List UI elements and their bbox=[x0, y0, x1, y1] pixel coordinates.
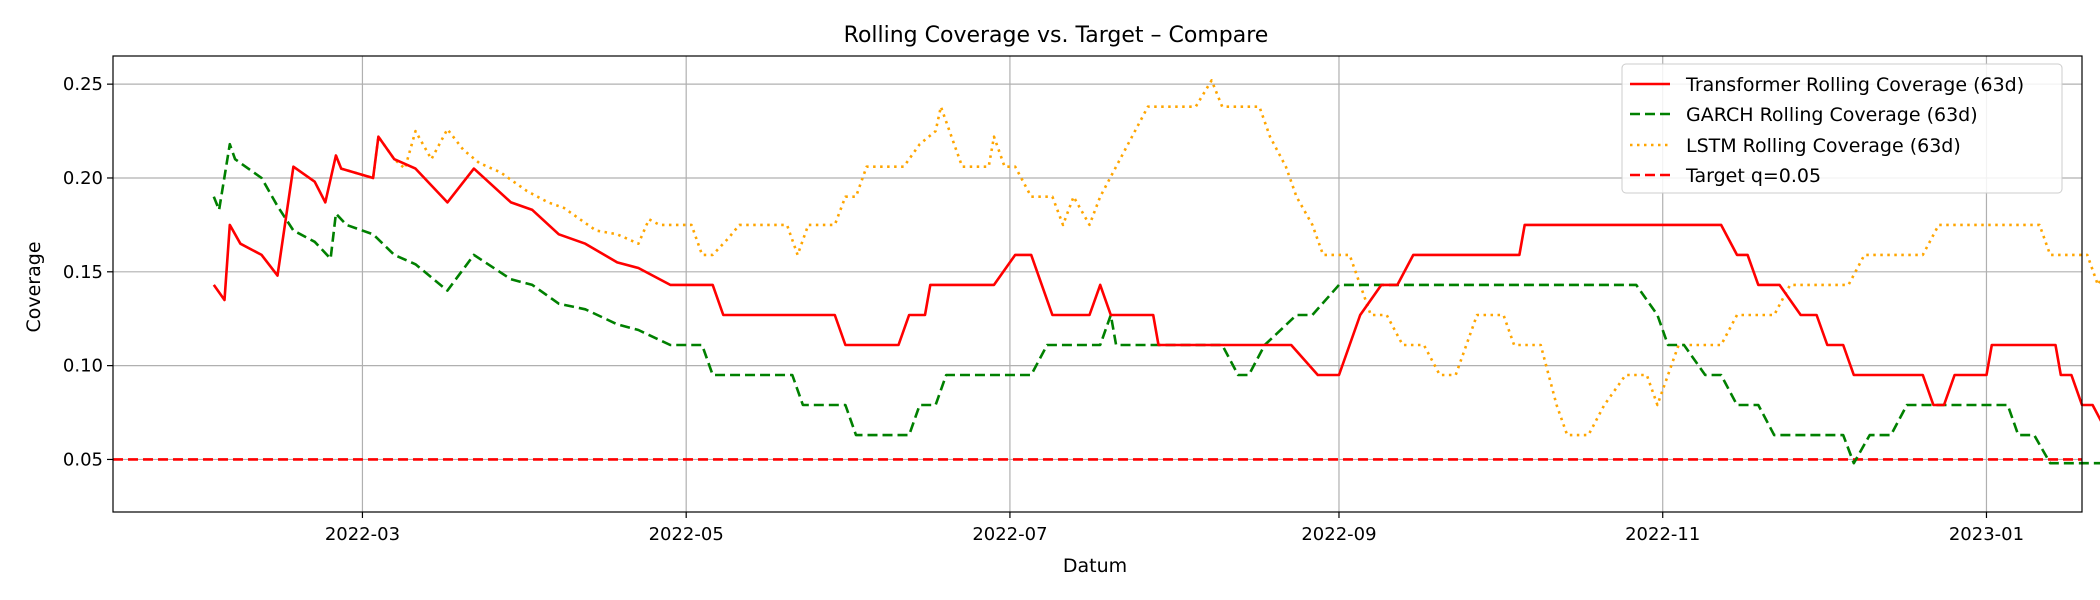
legend-label-garch: GARCH Rolling Coverage (63d) bbox=[1686, 104, 1978, 126]
x-axis-ticks: 2022-03 2022-05 2022-07 2022-09 2022-11 2023-… bbox=[325, 512, 2024, 545]
series-line-transformer bbox=[212, 135, 2100, 422]
series-layer bbox=[212, 79, 2100, 465]
plot-frame bbox=[112, 55, 2083, 513]
legend-entry-lstm: LSTM Rolling Coverage (63d) bbox=[1630, 135, 1961, 157]
legend: Transformer Rolling Coverage (63d) GARCH… bbox=[1621, 63, 2063, 194]
legend-entry-garch: GARCH Rolling Coverage (63d) bbox=[1630, 104, 1978, 126]
chart-title: Rolling Coverage vs. Target – Compare bbox=[844, 23, 1269, 48]
legend-entry-transformer: Transformer Rolling Coverage (63d) bbox=[1630, 74, 2024, 96]
y-tick-label: 0.25 bbox=[63, 74, 103, 95]
legend-label-target: Target q=0.05 bbox=[1685, 165, 1821, 187]
x-tick-label: 2022-09 bbox=[1301, 524, 1376, 545]
y-tick-label: 0.20 bbox=[63, 168, 103, 189]
x-tick-label: 2023-01 bbox=[1949, 524, 2024, 545]
y-tick-label: 0.10 bbox=[63, 356, 103, 377]
x-axis-label: Datum bbox=[1063, 555, 1127, 577]
y-axis-label: Coverage bbox=[23, 241, 45, 332]
legend-label-transformer: Transformer Rolling Coverage (63d) bbox=[1685, 74, 2024, 96]
y-tick-label: 0.15 bbox=[63, 262, 103, 283]
legend-label-lstm: LSTM Rolling Coverage (63d) bbox=[1686, 135, 1961, 157]
x-tick-label: 2022-05 bbox=[649, 524, 724, 545]
x-tick-label: 2022-11 bbox=[1625, 524, 1700, 545]
x-tick-label: 2022-03 bbox=[325, 524, 400, 545]
legend-box bbox=[1621, 63, 2063, 194]
y-tick-label: 0.05 bbox=[63, 449, 103, 470]
y-axis-ticks: 0.05 0.10 0.15 0.20 0.25 bbox=[63, 74, 113, 470]
series-line-lstm bbox=[334, 79, 2100, 437]
legend-entry-target: Target q=0.05 bbox=[1630, 165, 1821, 187]
x-tick-label: 2022-07 bbox=[972, 524, 1047, 545]
